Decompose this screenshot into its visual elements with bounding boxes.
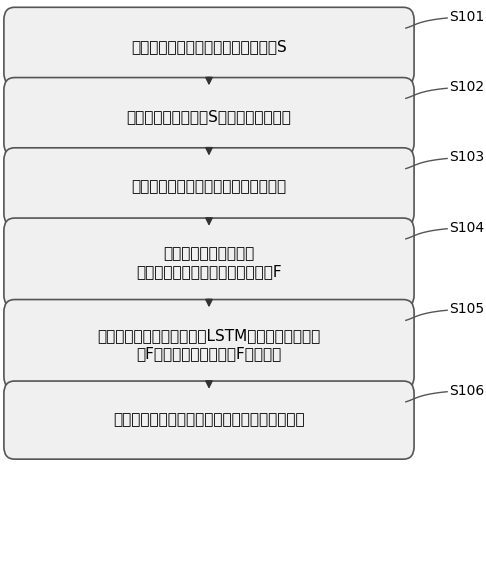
Text: S101: S101 (450, 10, 485, 24)
Text: 对状态量的时间序列S进行清洗和预处理: 对状态量的时间序列S进行清洗和预处理 (126, 109, 292, 124)
FancyBboxPatch shape (4, 78, 414, 156)
Text: 对该预测値进行反归一化处理，得到最终预测値: 对该预测値进行反归一化处理，得到最终预测値 (113, 413, 305, 428)
FancyBboxPatch shape (4, 148, 414, 226)
Text: 获取待预测电缆的状态量的时间序列S: 获取待预测电缆的状态量的时间序列S (131, 39, 287, 54)
FancyBboxPatch shape (4, 7, 414, 85)
Text: S106: S106 (450, 384, 485, 397)
Text: 列F进行预测，得到序列F的预测値: 列F进行预测，得到序列F的预测値 (137, 346, 281, 361)
Text: 对清洗和处理后的序列进行归一化处理: 对清洗和处理后的序列进行归一化处理 (131, 179, 287, 194)
Text: 进行数据划分，得到划分后的序列F: 进行数据划分，得到划分后的序列F (136, 264, 282, 279)
FancyBboxPatch shape (4, 381, 414, 459)
Text: S104: S104 (450, 221, 485, 234)
Text: 对归一化处理后的序列: 对归一化处理后的序列 (163, 246, 255, 261)
FancyBboxPatch shape (4, 300, 414, 389)
Text: S103: S103 (450, 151, 485, 164)
Text: S102: S102 (450, 80, 485, 94)
Text: 采用预先构建的长短时记忆LSTM模型对划分后的序: 采用预先构建的长短时记忆LSTM模型对划分后的序 (97, 328, 321, 343)
FancyBboxPatch shape (4, 218, 414, 307)
Text: S105: S105 (450, 302, 485, 316)
